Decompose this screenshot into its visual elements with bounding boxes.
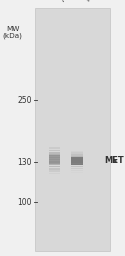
Text: HeLa: HeLa xyxy=(84,0,104,4)
Bar xyxy=(49,161,60,163)
Bar xyxy=(49,150,60,151)
Bar xyxy=(71,170,83,171)
Bar xyxy=(71,166,83,167)
Bar xyxy=(71,160,83,162)
Bar xyxy=(49,159,60,161)
Bar xyxy=(49,155,60,164)
Bar xyxy=(71,158,83,159)
Bar xyxy=(71,154,83,156)
Bar xyxy=(71,162,83,164)
Text: MET: MET xyxy=(105,156,124,165)
Bar xyxy=(71,151,83,152)
Bar xyxy=(71,157,83,165)
Text: 250: 250 xyxy=(17,95,32,105)
Bar xyxy=(71,153,83,154)
Bar xyxy=(49,147,60,149)
Text: 100: 100 xyxy=(17,198,32,207)
Bar xyxy=(71,168,83,169)
Bar xyxy=(49,164,60,165)
Text: A431: A431 xyxy=(59,0,80,4)
Text: 130: 130 xyxy=(17,158,32,167)
Bar xyxy=(49,154,60,156)
Bar xyxy=(49,173,60,174)
Bar xyxy=(35,8,110,251)
Bar xyxy=(49,168,60,170)
Bar xyxy=(71,164,83,165)
Bar xyxy=(49,170,60,172)
Bar xyxy=(71,172,83,173)
Bar xyxy=(49,152,60,154)
Bar xyxy=(49,157,60,158)
Bar xyxy=(71,156,83,158)
Text: MW
(kDa): MW (kDa) xyxy=(2,26,22,39)
Bar xyxy=(49,166,60,167)
